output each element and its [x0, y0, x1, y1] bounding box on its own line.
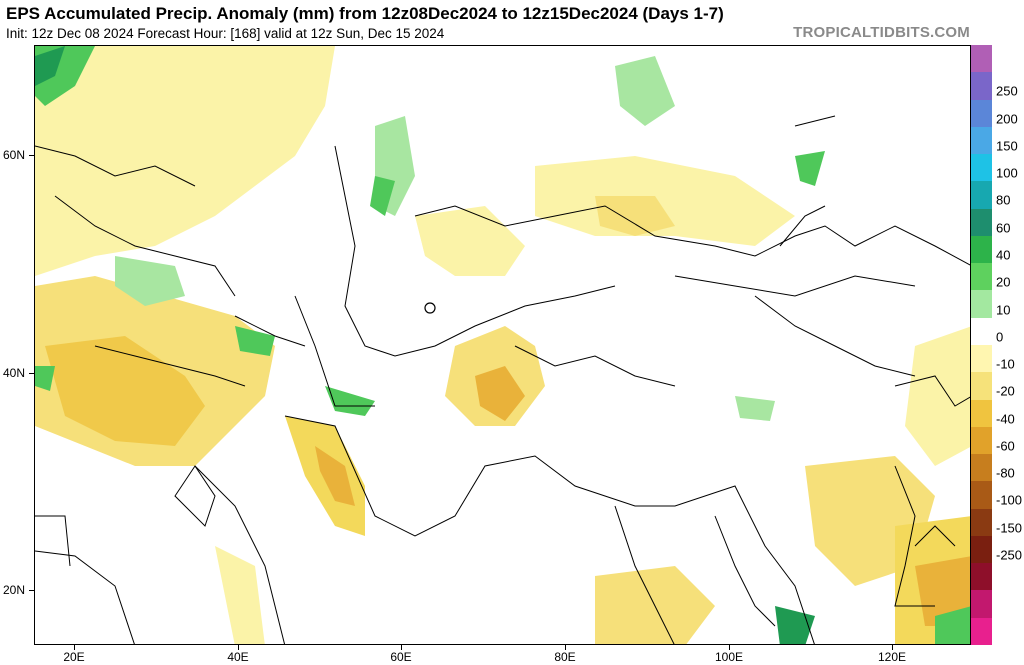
colorbar-segment	[971, 290, 992, 319]
colorbar-label: 0	[996, 329, 1004, 345]
lon-tick	[74, 645, 75, 650]
colorbar-segment	[971, 317, 992, 346]
lon-label-120e: 120E	[877, 650, 907, 664]
colorbar-segment	[971, 563, 992, 591]
colorbar-segment	[971, 399, 992, 428]
colorbar-label: 80	[996, 192, 1011, 208]
dry-anomaly-regions	[35, 46, 970, 644]
colorbar-segment	[971, 181, 992, 210]
colorbar-label: -60	[996, 438, 1015, 454]
colorbar-segment	[971, 154, 992, 182]
coastlines-borders	[35, 115, 970, 644]
colorbar-segment	[971, 590, 992, 619]
colorbar-label: -150	[996, 520, 1023, 536]
colorbar-label: 100	[996, 165, 1018, 181]
lon-label-40e: 40E	[227, 650, 249, 664]
colorbar-segment	[971, 617, 992, 646]
lat-tick	[29, 373, 34, 374]
colorbar-segment	[971, 208, 992, 237]
colorbar-label: 250	[996, 83, 1018, 99]
wet-anomaly-regions	[35, 46, 970, 644]
colorbar-segment	[971, 126, 992, 155]
lon-label-100e: 100E	[714, 650, 744, 664]
colorbar-label: -40	[996, 411, 1015, 427]
colorbar-segment	[971, 481, 992, 510]
colorbar	[971, 45, 992, 646]
colorbar-label: 60	[996, 220, 1011, 236]
lat-label-60n: 60N	[3, 148, 26, 162]
colorbar-segment	[971, 508, 992, 537]
lon-label-60e: 60E	[390, 650, 412, 664]
precip-anomaly-map	[34, 45, 971, 645]
lat-label-20n: 20N	[3, 583, 26, 597]
colorbar-segment	[971, 45, 992, 73]
colorbar-label: 10	[996, 302, 1011, 318]
map-subtitle: Init: 12z Dec 08 2024 Forecast Hour: [16…	[6, 26, 445, 41]
colorbar-label: -20	[996, 383, 1015, 399]
lon-tick	[238, 645, 239, 650]
lon-tick	[892, 645, 893, 650]
colorbar-label: 20	[996, 274, 1011, 290]
colorbar-label: 150	[996, 138, 1018, 154]
colorbar-segment	[971, 99, 992, 128]
colorbar-label: -80	[996, 465, 1015, 481]
colorbar-label: -10	[996, 356, 1015, 372]
colorbar-segment	[971, 235, 992, 264]
colorbar-segment	[971, 426, 992, 455]
lon-tick	[565, 645, 566, 650]
map-title: EPS Accumulated Precip. Anomaly (mm) fro…	[6, 4, 724, 23]
colorbar-segment	[971, 345, 992, 373]
watermark: TROPICALTIDBITS.COM	[793, 24, 970, 41]
colorbar-label: 200	[996, 111, 1018, 127]
colorbar-segment	[971, 263, 992, 291]
lake-marker	[424, 302, 436, 314]
lat-label-40n: 40N	[3, 366, 26, 380]
lon-tick	[729, 645, 730, 650]
colorbar-label: 40	[996, 247, 1011, 263]
lat-tick	[29, 155, 34, 156]
lon-label-80e: 80E	[554, 650, 576, 664]
lon-label-20e: 20E	[63, 650, 85, 664]
colorbar-segment	[971, 535, 992, 564]
colorbar-segment	[971, 454, 992, 482]
lat-tick	[29, 590, 34, 591]
colorbar-segment	[971, 72, 992, 101]
colorbar-segment	[971, 372, 992, 401]
colorbar-label: -100	[996, 492, 1023, 508]
colorbar-label: -250	[996, 547, 1023, 563]
lon-tick	[401, 645, 402, 650]
map-canvas	[35, 46, 970, 644]
